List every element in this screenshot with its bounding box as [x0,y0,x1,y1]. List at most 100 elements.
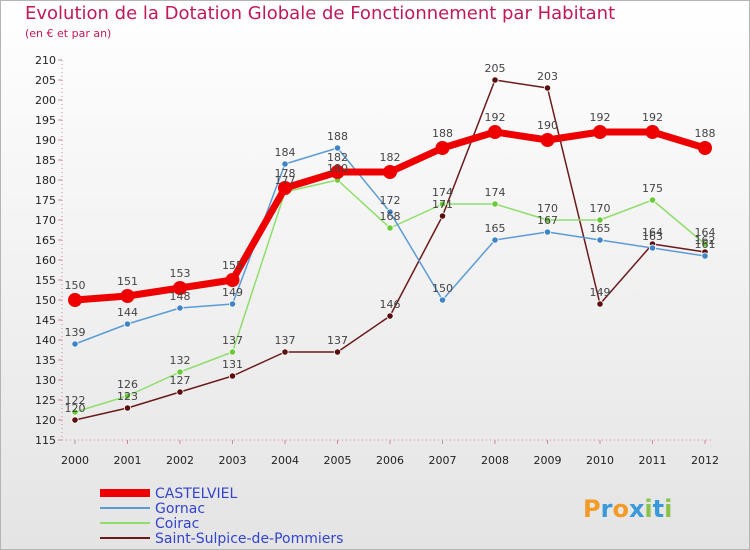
x-tick-label: 2007 [429,454,457,467]
data-label: 192 [642,111,663,124]
data-point [543,84,552,92]
data-label: 182 [380,151,401,164]
data-point [386,208,394,216]
data-point [333,144,342,152]
data-label: 188 [432,127,453,140]
y-tick-label: 185 [35,154,56,167]
data-label: 139 [65,326,86,339]
proxiti-logo: Proxiti [583,495,672,523]
data-point [68,293,82,307]
data-point [540,133,555,147]
data-label: 172 [380,194,401,207]
data-label: 137 [327,334,348,347]
y-tick-label: 125 [35,394,56,407]
series-coirac [71,176,709,416]
data-label: 120 [65,402,86,415]
axes: 115 120 125 130 135 140 145 150 155 160 165 170 175 1… [35,54,719,467]
legend-item: Saint-Sulpice-de-Pommiers [100,531,343,547]
data-label: 149 [590,286,611,299]
data-point [330,165,345,179]
y-tick-label: 155 [35,274,56,287]
y-tick-label: 120 [35,414,56,427]
data-point [698,141,712,155]
data-point [596,236,604,244]
x-tick-label: 2001 [114,454,142,467]
data-label: 188 [695,127,716,140]
y-tick-label: 195 [35,114,56,127]
data-point [596,300,604,308]
data-label: 163 [642,230,663,243]
y-tick-label: 180 [35,174,56,187]
y-tick-label: 160 [35,254,56,267]
y-tick-label: 150 [35,294,56,307]
data-point [228,300,237,308]
data-label: 184 [275,146,296,159]
data-label: 137 [275,334,296,347]
data-label: 126 [117,378,138,391]
data-label: 148 [170,290,191,303]
data-point [701,252,709,260]
data-label: 178 [275,167,296,180]
data-point [596,216,604,224]
data-point [438,212,447,220]
x-tick-label: 2011 [639,454,667,467]
data-label: 165 [590,222,611,235]
x-tick-label: 2000 [61,454,89,467]
data-point [491,76,499,84]
data-point [71,408,79,416]
y-tick-label: 145 [35,314,56,327]
legend-item: Gornac [100,501,205,517]
x-tick-label: 2009 [534,454,562,467]
data-label: 164 [642,226,663,239]
data-label: 203 [537,70,558,83]
y-tick-label: 205 [35,74,56,87]
data-label: 165 [485,222,506,235]
data-label: 150 [432,282,453,295]
x-tick-label: 2003 [219,454,247,467]
data-point [281,160,289,168]
logo-letter: o [612,495,629,523]
y-tick-label: 175 [35,194,56,207]
data-label: 164 [695,226,716,239]
data-point [71,416,79,424]
legend-label: Coirac [155,516,199,532]
data-point [228,372,237,380]
data-label: 132 [170,354,191,367]
logo-letter: i [664,495,672,523]
legend-label: Saint-Sulpice-de-Pommiers [155,531,343,547]
series-gornac [71,144,709,348]
data-label: 131 [222,358,243,371]
legend-label: CASTELVIEL [155,486,237,502]
data-label: 137 [222,334,243,347]
data-label: 170 [590,202,611,215]
data-point [491,200,499,208]
chart-subtitle: (en € et par an) [25,27,112,40]
data-point [593,125,607,139]
data-point [701,240,709,248]
data-label: 190 [537,119,558,132]
data-label: 174 [485,186,506,199]
y-tick-label: 135 [35,354,56,367]
data-label: 151 [117,275,138,288]
data-point [176,304,184,312]
logo-letter: P [583,495,601,523]
x-tick-label: 2010 [586,454,614,467]
data-point [228,348,237,356]
logo-text: Proxiti [583,495,672,523]
data-label: 122 [65,394,86,407]
y-tick-label: 170 [35,214,56,227]
data-label: 188 [327,130,348,143]
data-label: 177 [275,174,296,187]
data-point [438,200,447,208]
data-point [648,244,657,252]
y-tick-label: 130 [35,374,56,387]
data-point [176,388,184,396]
y-tick-label: 140 [35,334,56,347]
data-label: 146 [380,298,401,311]
y-tick-label: 165 [35,234,56,247]
data-label: 161 [695,238,716,251]
data-point [173,281,187,295]
data-label: 149 [222,286,243,299]
data-label: 171 [432,198,453,211]
